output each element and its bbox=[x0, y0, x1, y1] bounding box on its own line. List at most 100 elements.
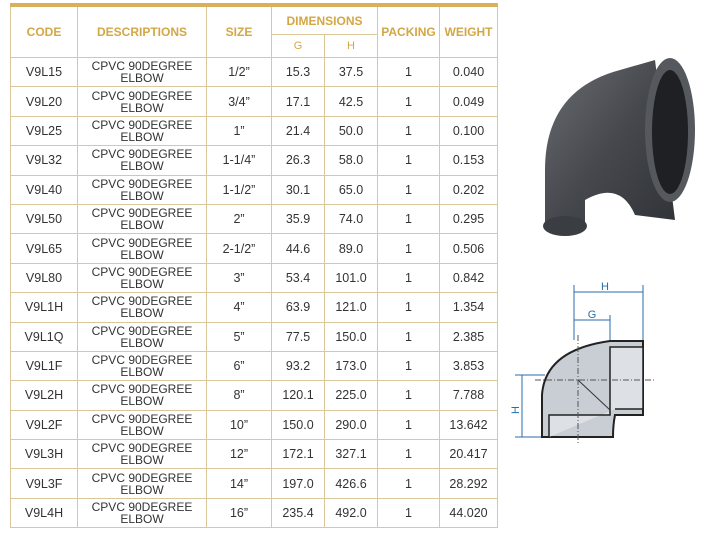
desc-line1: CPVC 90DEGREE bbox=[91, 235, 193, 250]
cell-size: 1/2” bbox=[206, 56, 272, 88]
cell-weight: 0.049 bbox=[439, 86, 498, 117]
desc-line2: ELBOW bbox=[120, 423, 164, 438]
header-weight: WEIGHT bbox=[439, 4, 498, 58]
cell-weight: 0.100 bbox=[439, 115, 498, 147]
cell-g: 235.4 bbox=[271, 497, 325, 529]
cell-g: 197.0 bbox=[271, 468, 325, 499]
header-code: CODE bbox=[10, 4, 78, 58]
desc-line2: ELBOW bbox=[120, 512, 164, 527]
table-row: V9L15 CPVC 90DEGREE ELBOW 1/2” 15.3 37.5 … bbox=[10, 56, 498, 88]
desc-line1: CPVC 90DEGREE bbox=[91, 500, 193, 515]
cell-g: 21.4 bbox=[271, 115, 325, 147]
cell-h: 173.0 bbox=[324, 350, 378, 382]
cell-packing: 1 bbox=[377, 174, 440, 205]
cell-size: 2” bbox=[206, 203, 272, 235]
cell-packing: 1 bbox=[377, 321, 440, 352]
cell-h: 225.0 bbox=[324, 380, 378, 411]
cell-description: CPVC 90DEGREE ELBOW bbox=[77, 203, 207, 235]
cell-weight: 0.040 bbox=[439, 56, 498, 88]
cell-description: CPVC 90DEGREE ELBOW bbox=[77, 233, 207, 264]
header-packing: PACKING bbox=[377, 4, 440, 58]
cell-size: 12” bbox=[206, 439, 272, 470]
elbow-dimension-drawing: H G H bbox=[510, 281, 655, 445]
cell-h: 290.0 bbox=[324, 409, 378, 441]
cell-g: 53.4 bbox=[271, 262, 325, 294]
cell-g: 150.0 bbox=[271, 409, 325, 441]
table-row: V9L2H CPVC 90DEGREE ELBOW 8” 120.1 225.0 … bbox=[10, 380, 498, 411]
cell-h: 42.5 bbox=[324, 86, 378, 117]
cell-code: V9L4H bbox=[10, 497, 78, 529]
cell-size: 4” bbox=[206, 292, 272, 323]
cell-h: 89.0 bbox=[324, 233, 378, 264]
cell-packing: 1 bbox=[377, 292, 440, 323]
desc-line2: ELBOW bbox=[120, 188, 164, 203]
cell-code: V9L2H bbox=[10, 380, 78, 411]
cell-weight: 44.020 bbox=[439, 497, 498, 529]
desc-line2: ELBOW bbox=[120, 482, 164, 497]
dim-h-side-label: H bbox=[510, 406, 522, 414]
desc-line2: ELBOW bbox=[120, 276, 164, 291]
cell-size: 5” bbox=[206, 321, 272, 352]
elbow-photo bbox=[543, 58, 695, 236]
cell-g: 26.3 bbox=[271, 145, 325, 176]
cell-code: V9L1H bbox=[10, 292, 78, 323]
cell-weight: 0.295 bbox=[439, 203, 498, 235]
cell-code: V9L3F bbox=[10, 468, 78, 499]
cell-weight: 0.842 bbox=[439, 262, 498, 294]
cell-weight: 7.788 bbox=[439, 380, 498, 411]
cell-weight: 2.385 bbox=[439, 321, 498, 352]
cell-g: 77.5 bbox=[271, 321, 325, 352]
cell-h: 37.5 bbox=[324, 56, 378, 88]
desc-line2: ELBOW bbox=[120, 453, 164, 468]
cell-packing: 1 bbox=[377, 409, 440, 441]
cell-code: V9L25 bbox=[10, 115, 78, 147]
cell-packing: 1 bbox=[377, 115, 440, 147]
desc-line1: CPVC 90DEGREE bbox=[91, 470, 193, 485]
cell-g: 120.1 bbox=[271, 380, 325, 411]
header-dimensions: DIMENSIONS bbox=[271, 4, 378, 35]
desc-line1: CPVC 90DEGREE bbox=[91, 147, 193, 162]
cell-description: CPVC 90DEGREE ELBOW bbox=[77, 409, 207, 441]
cell-description: CPVC 90DEGREE ELBOW bbox=[77, 56, 207, 88]
cell-g: 172.1 bbox=[271, 439, 325, 470]
table-row: V9L80 CPVC 90DEGREE ELBOW 3” 53.4 101.0 1… bbox=[10, 262, 498, 294]
desc-line2: ELBOW bbox=[120, 71, 164, 86]
cell-size: 1-1/2” bbox=[206, 174, 272, 205]
desc-line2: ELBOW bbox=[120, 394, 164, 409]
table-row: V9L50 CPVC 90DEGREE ELBOW 2” 35.9 74.0 1 … bbox=[10, 203, 498, 235]
header-size: SIZE bbox=[206, 4, 272, 58]
cell-h: 150.0 bbox=[324, 321, 378, 352]
cell-description: CPVC 90DEGREE ELBOW bbox=[77, 350, 207, 382]
desc-line1: CPVC 90DEGREE bbox=[91, 264, 193, 279]
cell-packing: 1 bbox=[377, 468, 440, 499]
cell-packing: 1 bbox=[377, 233, 440, 264]
header-h: H bbox=[324, 34, 378, 58]
cell-weight: 0.202 bbox=[439, 174, 498, 205]
cell-g: 93.2 bbox=[271, 350, 325, 382]
cell-size: 3/4” bbox=[206, 86, 272, 117]
desc-line1: CPVC 90DEGREE bbox=[91, 323, 193, 338]
cell-code: V9L15 bbox=[10, 56, 78, 88]
cell-g: 44.6 bbox=[271, 233, 325, 264]
cell-size: 2-1/2” bbox=[206, 233, 272, 264]
desc-line2: ELBOW bbox=[120, 247, 164, 262]
cell-code: V9L65 bbox=[10, 233, 78, 264]
cell-packing: 1 bbox=[377, 56, 440, 88]
cell-description: CPVC 90DEGREE ELBOW bbox=[77, 468, 207, 499]
desc-line1: CPVC 90DEGREE bbox=[91, 59, 193, 74]
desc-line2: ELBOW bbox=[120, 306, 164, 321]
cell-code: V9L50 bbox=[10, 203, 78, 235]
table-row: V9L32 CPVC 90DEGREE ELBOW 1-1/4” 26.3 58.… bbox=[10, 145, 498, 176]
table-row: V9L1Q CPVC 90DEGREE ELBOW 5” 77.5 150.0 1… bbox=[10, 321, 498, 352]
cell-size: 10” bbox=[206, 409, 272, 441]
table-row: V9L25 CPVC 90DEGREE ELBOW 1” 21.4 50.0 1 … bbox=[10, 115, 498, 147]
cell-description: CPVC 90DEGREE ELBOW bbox=[77, 321, 207, 352]
cell-h: 101.0 bbox=[324, 262, 378, 294]
cell-code: V9L3H bbox=[10, 439, 78, 470]
cell-h: 58.0 bbox=[324, 145, 378, 176]
desc-line2: ELBOW bbox=[120, 159, 164, 174]
table-row: V9L2F CPVC 90DEGREE ELBOW 10” 150.0 290.0… bbox=[10, 409, 498, 441]
desc-line2: ELBOW bbox=[120, 335, 164, 350]
cell-weight: 1.354 bbox=[439, 292, 498, 323]
cell-packing: 1 bbox=[377, 439, 440, 470]
